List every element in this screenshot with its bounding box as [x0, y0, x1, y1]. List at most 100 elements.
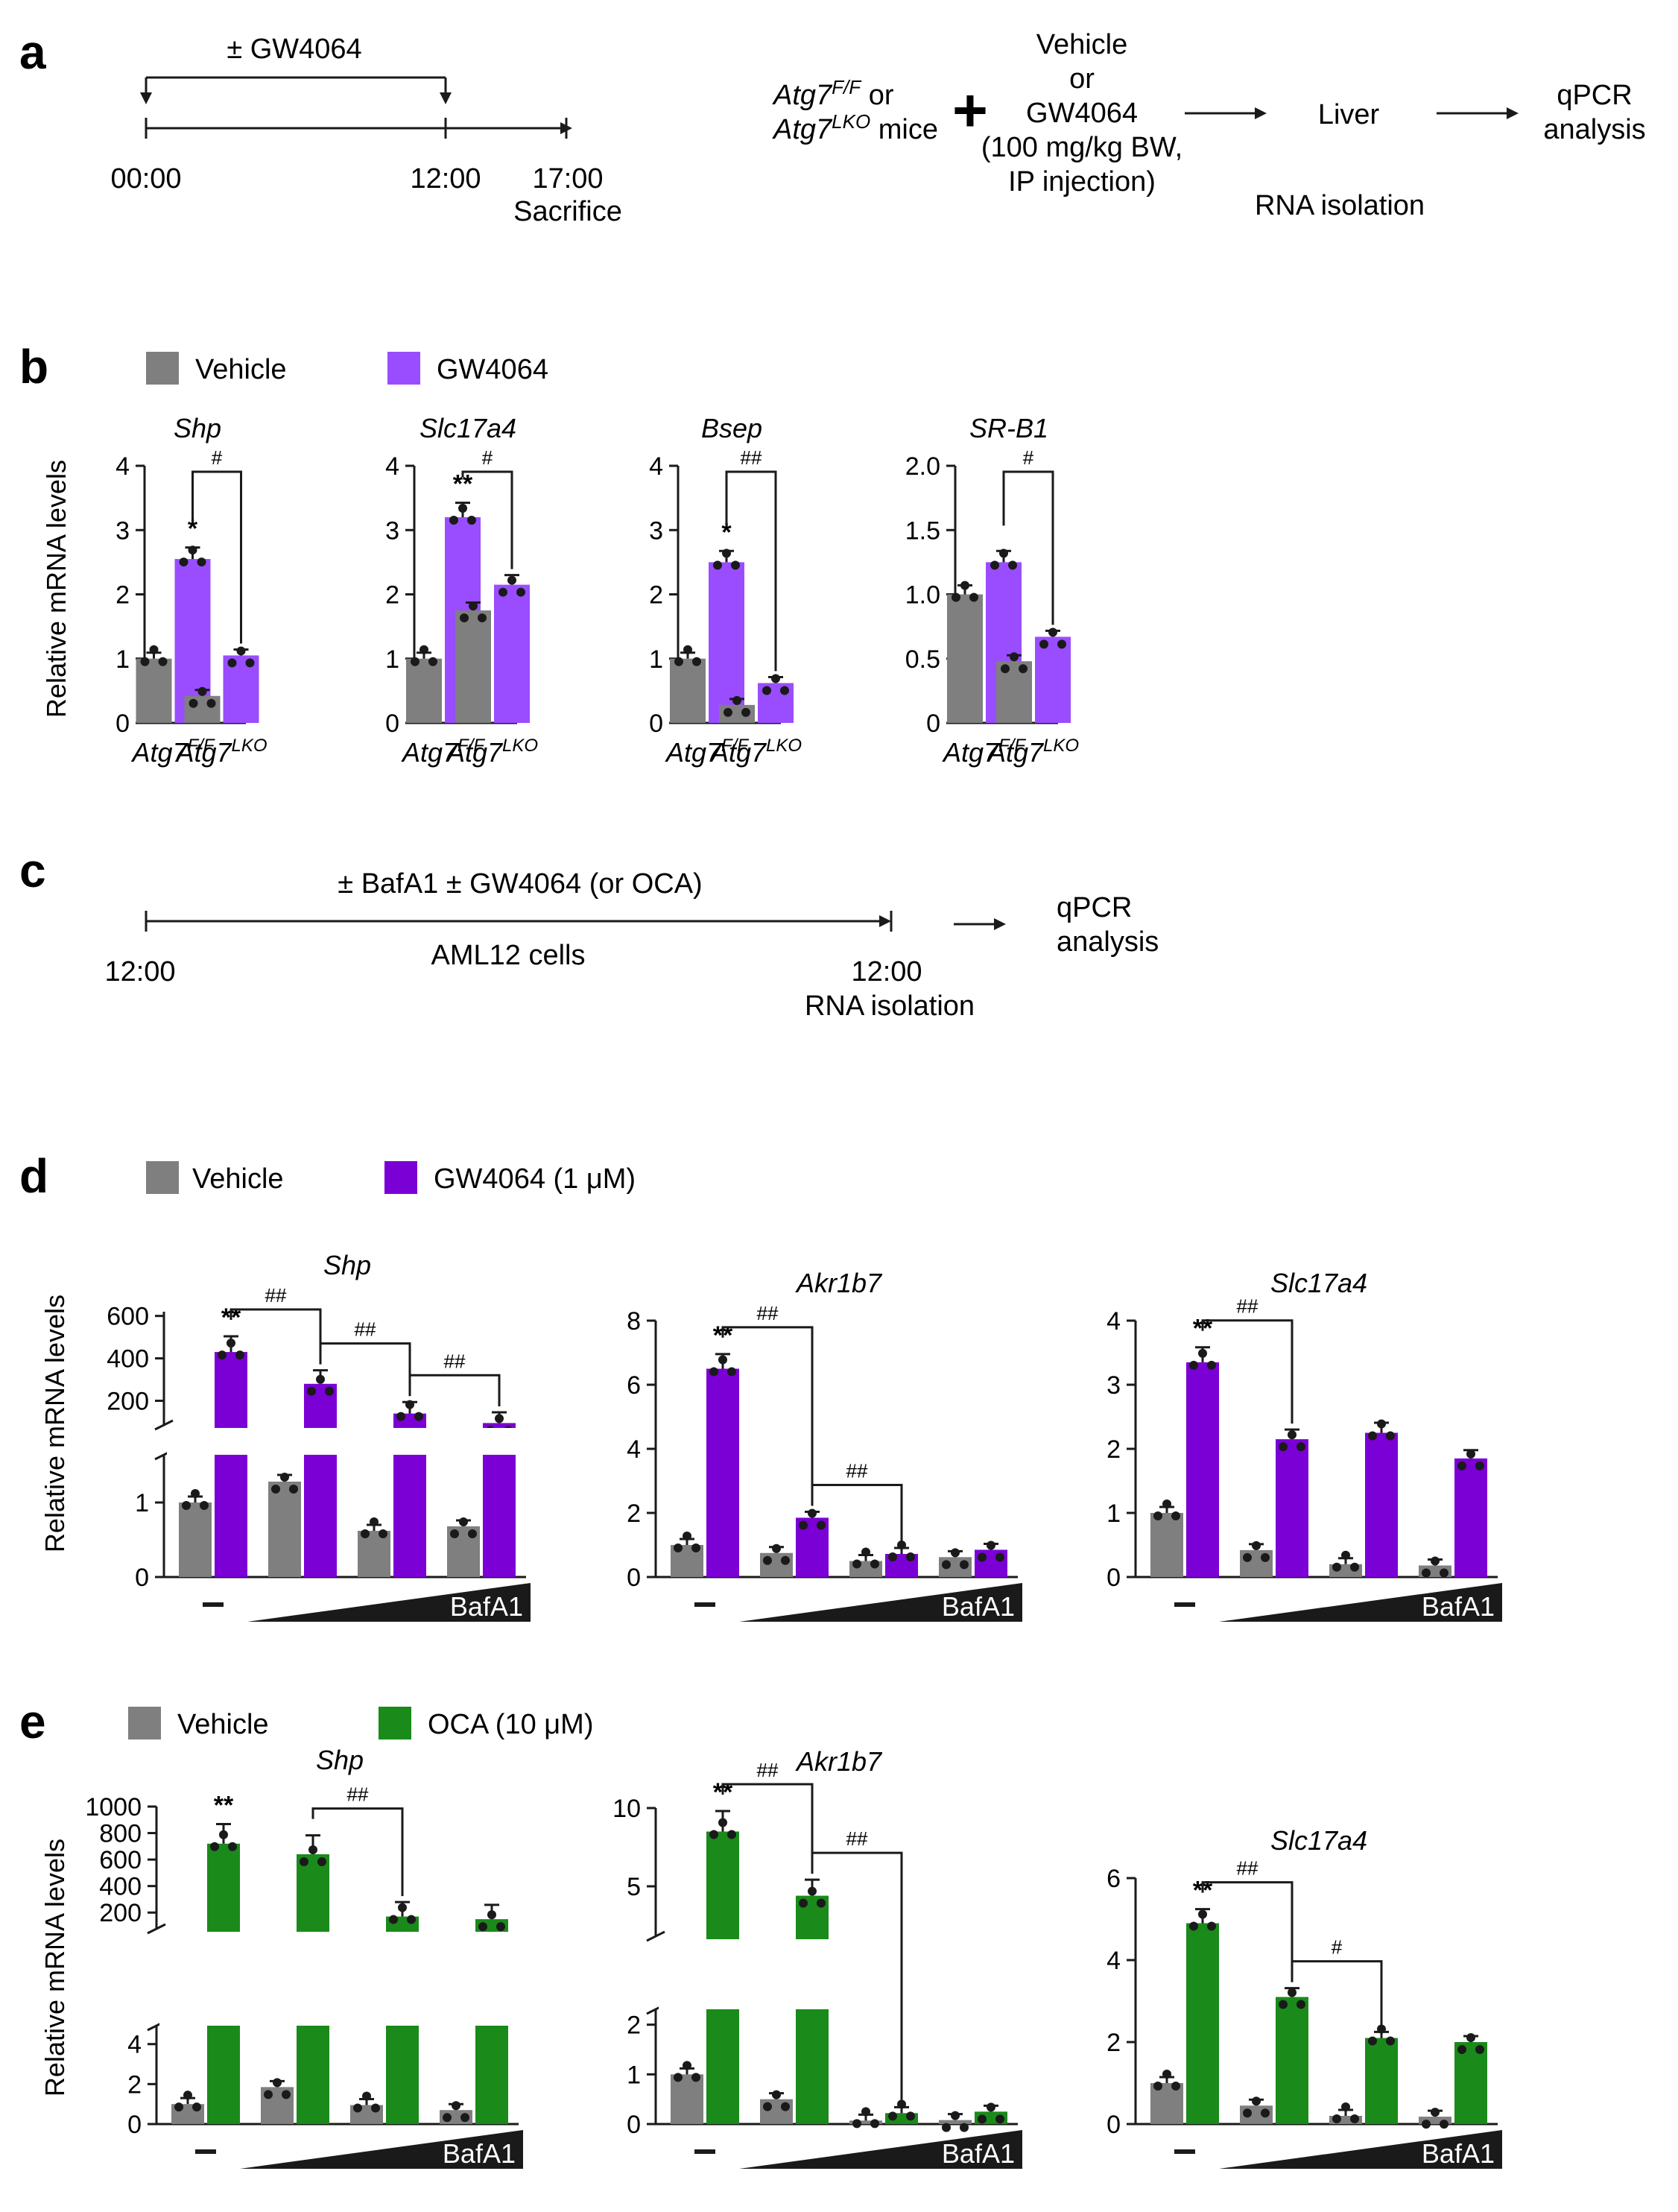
panel-d-ylabel: Relative mRNA levels — [39, 1295, 70, 1552]
b-slc17a4-tick-label-0: 0 — [385, 710, 399, 738]
e-slc17a4-bracket-1 — [1201, 1881, 1294, 1982]
b-sr-b1-point-treat-1-0 — [1039, 639, 1048, 649]
e-slc17a4-point-treat-0-2 — [1207, 1921, 1216, 1931]
e-slc17a4-tick-label-4: 4 — [1106, 1947, 1121, 1975]
panel-c-label: c — [19, 844, 46, 897]
d-shp-minus-marker — [203, 1602, 224, 1607]
d-akr1b7-bafa1-label: BafA1 — [942, 1591, 1015, 1622]
legend-d-gw-swatch — [384, 1161, 417, 1194]
d-slc17a4-bar-treat-2 — [1365, 1432, 1398, 1577]
panel-b-ylabel: Relative mRNA levels — [41, 460, 72, 718]
panel-a: a ± GW4064 00:00 12:00 17:00 Sacrifice A… — [19, 25, 1646, 227]
d-slc17a4-point-treat-0-1 — [1198, 1348, 1207, 1358]
liver-label: Liver — [1318, 99, 1380, 130]
b-sr-b1-tick-label-1-5: 1.5 — [905, 516, 940, 545]
mice-line-2: Atg7LKO mice — [772, 110, 938, 145]
b-bsep-sig-0: * — [721, 518, 732, 546]
e-shp-point-vehicle-3-1 — [452, 2101, 460, 2111]
b-sr-b1-point-vehicle-1-1 — [1010, 652, 1019, 662]
b-bsep-point-treat-0-2 — [731, 560, 740, 570]
panel-e: e Vehicle OCA (10 μM) Relative mRNA leve… — [19, 1695, 1502, 2169]
e-slc17a4-tick-label-6: 6 — [1106, 1865, 1121, 1893]
d-akr1b7-point-vehicle-1-1 — [772, 1543, 781, 1553]
e-slc17a4-point-vehicle-2-2 — [1350, 2114, 1359, 2123]
b-bsep-cat-label-0: Atg7F/F — [665, 736, 749, 768]
d-shp-point-vehicle-3-0 — [450, 1529, 459, 1538]
d-akr1b7-point-treat-3-0 — [978, 1552, 987, 1562]
e-shp-point-treat-3-0 — [478, 1922, 487, 1932]
panel-e-label: e — [19, 1695, 46, 1748]
b-bsep-tick-label-3: 3 — [649, 516, 663, 545]
e-shp-tick-label-800: 800 — [99, 1820, 142, 1848]
d-shp-point-vehicle-3-2 — [468, 1529, 477, 1538]
d-shp-point-vehicle-3-1 — [459, 1517, 468, 1526]
d-slc17a4-point-treat-1-1 — [1288, 1430, 1297, 1440]
e-slc17a4-point-vehicle-1-0 — [1243, 2108, 1252, 2118]
e-slc17a4-tick-label-2: 2 — [1106, 2029, 1121, 2057]
d-akr1b7-point-vehicle-3-0 — [942, 1560, 951, 1570]
legend-d-vehicle-swatch — [146, 1161, 179, 1194]
d-shp-point-vehicle-1-2 — [289, 1485, 298, 1494]
e-akr1b7-bracket-1 — [721, 1783, 814, 1874]
d-slc17a4-point-treat-1-0 — [1279, 1442, 1288, 1452]
e-shp-point-treat-2-1 — [398, 1903, 407, 1912]
b-sr-b1-tick-label-0: 0 — [926, 710, 940, 738]
b-slc17a4-point-treat-0-1 — [458, 504, 467, 513]
e-slc17a4-bracket-label-1: ## — [1237, 1857, 1258, 1880]
d-slc17a4-point-vehicle-3-2 — [1440, 1568, 1449, 1578]
d-shp-point-vehicle-0-2 — [200, 1501, 209, 1510]
d-slc17a4-point-treat-3-0 — [1457, 1461, 1466, 1470]
e-slc17a4-point-vehicle-0-0 — [1153, 2082, 1162, 2091]
b-sr-b1-point-treat-1-2 — [1057, 639, 1066, 649]
d-shp-tick-label-400: 400 — [107, 1345, 149, 1374]
d-shp-point-treat-2-0 — [396, 1412, 405, 1421]
b-bsep-point-vehicle-1-1 — [732, 695, 741, 705]
e-slc17a4-point-vehicle-1-2 — [1261, 2108, 1270, 2118]
b-shp-cat-label-1: Atg7LKO — [174, 736, 267, 768]
b-slc17a4-point-treat-1-2 — [516, 587, 525, 597]
e-shp-tick-label-0: 0 — [127, 2111, 142, 2139]
d-akr1b7-point-treat-1-0 — [799, 1520, 808, 1530]
e-slc17a4-point-vehicle-2-1 — [1341, 2102, 1350, 2111]
d-slc17a4-point-vehicle-3-1 — [1431, 1556, 1440, 1566]
d-akr1b7-point-treat-0-2 — [727, 1367, 736, 1377]
e-akr1b7-bar-treat-1 — [796, 1895, 829, 2124]
e-akr1b7-point-vehicle-1-1 — [772, 2090, 781, 2099]
e-slc17a4-point-vehicle-3-1 — [1431, 2108, 1440, 2117]
e-slc17a4-minus-marker — [1174, 2149, 1195, 2154]
e-shp-tick-label-200: 200 — [99, 1899, 142, 1927]
time-17: 17:00 — [532, 163, 603, 195]
legend-d-gw: GW4064 (1 μM) — [434, 1163, 636, 1195]
e-shp-point-treat-0-2 — [228, 1842, 237, 1851]
d-slc17a4-minus-marker — [1174, 1602, 1195, 1607]
e-shp-bracket-1 — [311, 1807, 404, 1897]
e-shp-point-vehicle-0-2 — [192, 2102, 201, 2112]
rna-isolation-label: RNA isolation — [1255, 190, 1425, 221]
d-slc17a4-point-treat-1-2 — [1297, 1442, 1305, 1452]
e-slc17a4-bracket-label-2: # — [1332, 1936, 1343, 1959]
e-slc17a4-point-treat-1-0 — [1279, 2000, 1288, 2009]
e-slc17a4-bar-vehicle-2 — [1329, 2116, 1362, 2124]
panel-c-treatment: ± BafA1 ± GW4064 (or OCA) — [338, 868, 702, 900]
b-shp-bracket-1 — [191, 470, 242, 644]
b-bsep-bar-treat-0 — [709, 562, 744, 723]
b-shp-point-vehicle-0-1 — [149, 645, 159, 654]
d-akr1b7-point-treat-3-2 — [995, 1552, 1004, 1562]
e-akr1b7-point-treat-1-2 — [817, 1898, 826, 1908]
b-slc17a4-point-treat-1-1 — [507, 575, 516, 585]
b-bsep-point-treat-1-1 — [771, 674, 780, 683]
b-sr-b1-point-treat-1-1 — [1048, 628, 1057, 637]
d-slc17a4-tick-label-2: 2 — [1106, 1435, 1121, 1464]
b-sr-b1-tick-label-1-0: 1.0 — [905, 581, 940, 610]
b-sr-b1-tick-label-0-5: 0.5 — [905, 645, 940, 674]
d-slc17a4-point-vehicle-0-1 — [1162, 1500, 1171, 1508]
d-shp-point-vehicle-0-0 — [182, 1501, 191, 1510]
b-shp-point-treat-0-0 — [179, 557, 189, 567]
e-shp-point-treat-2-2 — [407, 1915, 416, 1924]
b-sr-b1-point-treat-0-0 — [990, 560, 999, 570]
b-bsep-bracket-1 — [725, 470, 777, 672]
treatment-arrowhead-2 — [440, 92, 452, 104]
d-shp-tick-label-600: 600 — [107, 1303, 149, 1331]
